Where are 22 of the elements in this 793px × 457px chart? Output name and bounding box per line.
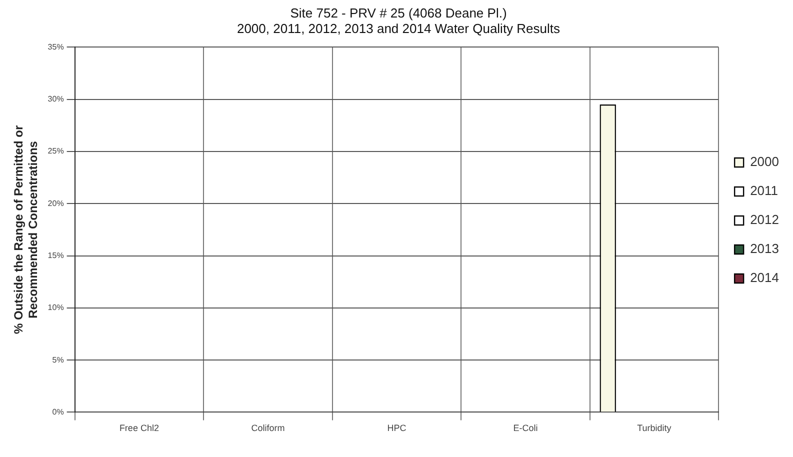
y-tick-label: 30% (48, 94, 64, 104)
x-tick-label: Turbidity (637, 423, 672, 434)
y-tick-label: 35% (48, 42, 64, 52)
text: Recommended Concentrations (26, 141, 40, 318)
y-tick-label: 15% (48, 250, 64, 260)
legend-label: 2012 (750, 212, 779, 228)
y-tick-label: 5% (52, 355, 64, 364)
y-tick-label: 0% (52, 407, 64, 416)
text: % Outside the Range of Permitted or (12, 125, 26, 334)
y-tick-label: 10% (48, 303, 64, 312)
legend-label: 2011 (750, 183, 778, 198)
legend-label: 2000 (750, 154, 779, 170)
y-tick-label: 20% (48, 198, 64, 208)
text: 2000, 2011, 2012, 2013 and 2014 Water Quality Results (236, 20, 560, 36)
legend-label: 2013 (750, 241, 779, 256)
legend-label: 2014 (750, 270, 779, 286)
x-tick-label: Free Chl2 (119, 423, 159, 434)
text: Site 752 - PRV # 25 (4068 Deane Pl.) (290, 5, 507, 20)
y-tick-label: 25% (48, 146, 64, 156)
x-tick-label: HPC (387, 423, 407, 434)
x-tick-label: Coliform (251, 423, 285, 434)
x-tick-label: E-Coli (513, 423, 538, 434)
